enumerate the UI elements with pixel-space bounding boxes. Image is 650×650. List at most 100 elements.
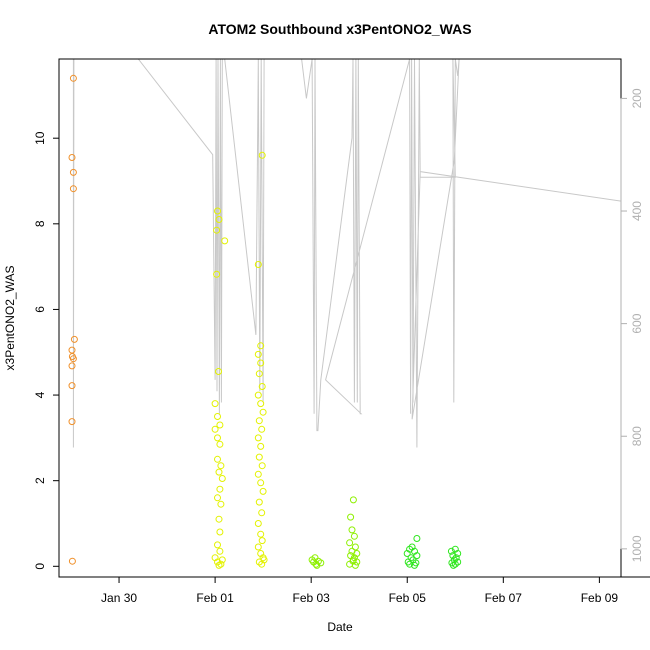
right-tick-label: 1000: [630, 535, 644, 562]
data-point: [68, 382, 76, 390]
data-point: [213, 270, 221, 278]
data-point: [346, 539, 354, 547]
data-point: [254, 391, 262, 399]
y-tick-label: 10: [33, 131, 47, 145]
data-point: [258, 509, 266, 517]
data-point: [68, 418, 76, 426]
data-point: [311, 554, 319, 562]
data-point: [451, 560, 459, 568]
data-point: [70, 335, 78, 343]
data-point: [313, 561, 321, 569]
data-point: [258, 462, 266, 470]
data-point: [254, 470, 262, 478]
data-point: [347, 513, 355, 521]
data-point: [68, 154, 76, 161]
data-point: [257, 479, 265, 487]
right-tick-label: 200: [630, 88, 644, 108]
data-point: [255, 453, 263, 461]
data-point: [447, 547, 455, 555]
data-point: [69, 74, 77, 82]
data-point: [257, 530, 265, 538]
data-point: [259, 487, 267, 495]
data-point: [257, 442, 265, 450]
data-point: [452, 554, 460, 562]
secondary-series-line: [72, 59, 621, 448]
data-point: [259, 408, 267, 416]
data-point: [215, 561, 223, 569]
chart-title: ATOM2 Southbound x3PentONO2_WAS: [208, 21, 471, 37]
data-point: [214, 455, 221, 463]
data-point: [218, 475, 226, 482]
data-point: [257, 400, 265, 408]
data-point: [257, 342, 265, 350]
x-tick-label: Feb 01: [196, 591, 234, 605]
data-point: [406, 560, 414, 568]
data-point: [217, 500, 225, 508]
right-axis: 200 400 600 800 1000: [620, 88, 644, 562]
data-point: [413, 552, 421, 560]
data-point: [216, 528, 224, 536]
data-point: [216, 547, 224, 555]
data-point: [255, 417, 263, 425]
data-point: [215, 468, 223, 476]
y-axis-label: x3PentONO2_WAS: [3, 266, 17, 371]
data-point: [214, 413, 221, 420]
data-point: [403, 550, 411, 557]
x-tick-label: Feb 05: [389, 591, 427, 605]
x-tick-label: Feb 09: [581, 591, 619, 605]
data-point: [254, 543, 262, 551]
x-tick-label: Feb 03: [292, 591, 330, 605]
data-point: [258, 425, 266, 433]
data-point: [216, 440, 224, 448]
data-point: [68, 362, 76, 370]
data-point: [258, 151, 266, 159]
data-point: [69, 185, 77, 193]
right-tick-label: 600: [630, 313, 644, 333]
data-point: [255, 370, 263, 378]
y-axis: 0 2 4 6 8 10: [33, 131, 60, 570]
data-point: [216, 421, 224, 429]
data-point: [214, 207, 221, 215]
data-point: [221, 237, 229, 245]
x-tick-label: Jan 30: [101, 591, 137, 605]
y-tick-label: 8: [33, 220, 47, 227]
data-point: [218, 556, 226, 564]
data-point: [211, 400, 219, 408]
data-point: [351, 543, 359, 551]
y-tick-label: 0: [33, 563, 47, 570]
data-points: [68, 74, 462, 569]
data-point: [216, 485, 224, 493]
data-point: [68, 557, 76, 565]
data-point: [254, 434, 262, 442]
right-tick-label: 800: [630, 426, 644, 446]
data-point: [449, 561, 457, 569]
data-point: [215, 515, 223, 523]
data-point: [353, 558, 361, 566]
x-axis-label: Date: [327, 620, 353, 634]
data-point: [348, 526, 356, 534]
x-tick-label: Feb 07: [485, 591, 523, 605]
y-tick-label: 6: [33, 306, 47, 313]
y-tick-label: 4: [33, 391, 47, 398]
data-point: [255, 498, 263, 506]
data-point: [258, 537, 266, 545]
y-tick-label: 2: [33, 477, 47, 484]
right-tick-label: 400: [630, 201, 644, 221]
data-point: [257, 359, 265, 367]
right-axis-line-layer: [72, 59, 621, 448]
data-point: [254, 261, 262, 268]
data-point: [254, 520, 262, 527]
data-point: [349, 557, 357, 565]
data-point: [211, 425, 219, 433]
data-point: [214, 434, 221, 442]
data-point: [213, 226, 221, 234]
data-point: [349, 496, 357, 504]
data-point: [214, 541, 221, 549]
data-point: [413, 535, 421, 542]
data-point: [254, 350, 262, 358]
data-point: [214, 494, 221, 502]
data-point: [215, 216, 223, 223]
data-point: [69, 355, 77, 363]
